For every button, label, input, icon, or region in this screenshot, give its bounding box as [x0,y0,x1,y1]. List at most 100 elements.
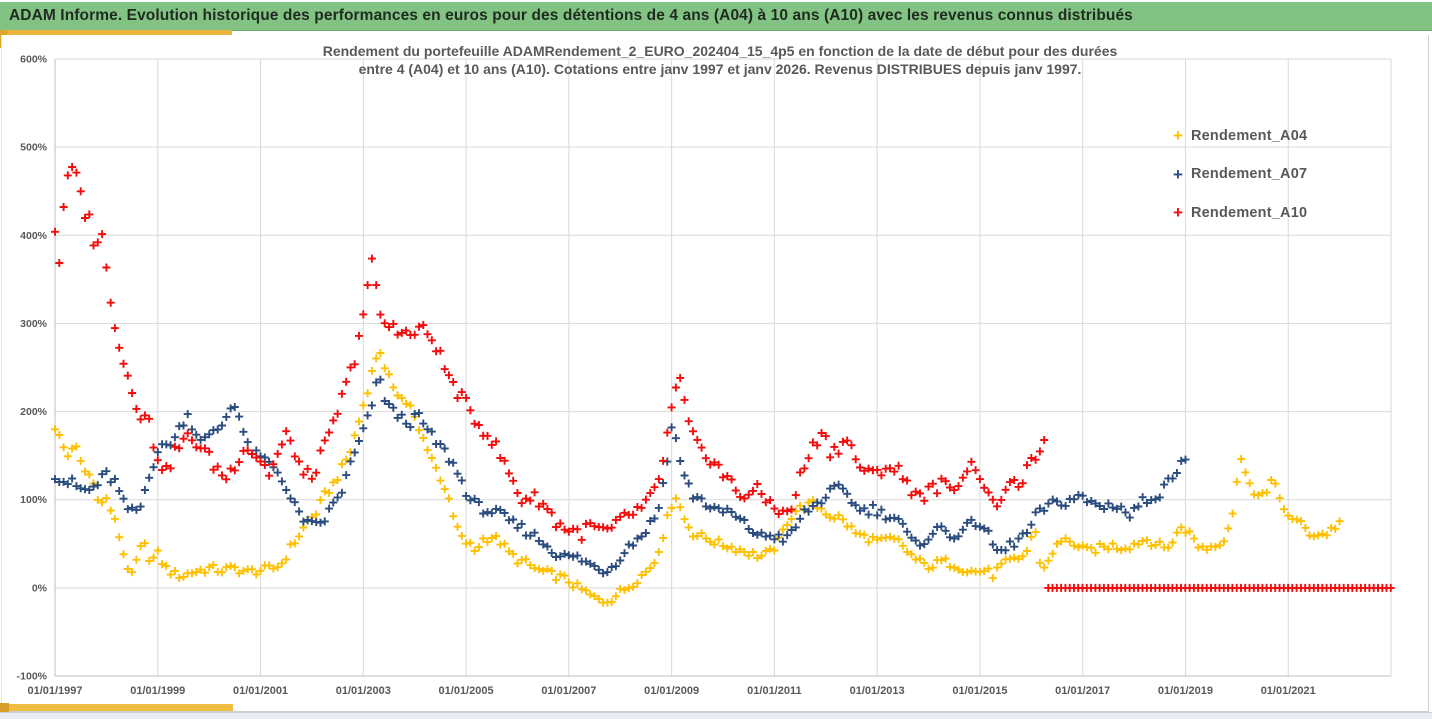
data-point-rendement_a10 [731,486,740,495]
y-tick-label: 100% [20,494,48,506]
data-point-rendement_a10 [188,436,196,445]
data-point-rendement_a07 [136,502,145,511]
data-point-rendement_a07 [911,536,920,545]
data-point-rendement_a10 [723,472,732,481]
data-point-rendement_a04 [500,539,509,548]
data-point-rendement_a10 [115,343,124,352]
data-point-rendement_a10 [51,227,59,236]
data-point-rendement_a07 [200,433,209,442]
x-tick-label: 01/01/2007 [541,685,596,697]
data-point-rendement_a10 [646,489,655,498]
data-point-rendement_a10 [607,523,616,532]
data-point-rendement_a04 [1172,528,1181,537]
data-point-rendement_a04 [791,507,800,516]
data-point-rendement_a04 [761,546,770,555]
data-point-rendement_a10 [834,449,843,458]
data-point-rendement_a04 [222,563,231,572]
data-point-rendement_a04 [522,555,530,564]
data-point-rendement_a04 [397,394,406,403]
bottom-window-band [0,712,1432,719]
data-point-rendement_a10 [556,519,565,528]
data-point-rendement_a04 [1309,532,1318,541]
data-point-rendement_a10 [975,475,984,484]
data-point-rendement_a07 [295,507,304,516]
data-point-rendement_a04 [1035,558,1044,567]
data-point-rendement_a10 [560,525,569,534]
data-point-rendement_a04 [93,495,102,504]
legend-item-a07[interactable]: + Rendement_A07 [1165,165,1307,184]
data-point-rendement_a10 [419,321,428,330]
data-point-rendement_a04 [757,551,766,560]
data-point-rendement_a04 [1010,553,1019,562]
data-point-rendement_a04 [573,579,582,588]
data-point-rendement_a07 [714,504,723,513]
data-point-rendement_a07 [787,525,796,534]
data-point-rendement_a10 [179,434,188,443]
data-point-rendement_a07 [826,484,835,493]
data-point-rendement_a10 [200,444,209,453]
data-point-rendement_a04 [633,579,642,588]
y-tick-label: 0% [32,582,48,594]
data-point-rendement_a07 [479,509,488,518]
data-point-rendement_a07 [950,534,959,543]
data-point-rendement_a10 [256,457,265,466]
data-point-rendement_a07 [316,518,325,527]
data-point-rendement_a07 [1177,456,1186,465]
data-point-rendement_a07 [710,502,719,511]
legend-item-a10[interactable]: + Rendement_A10 [1165,203,1307,222]
data-point-rendement_a04 [988,574,997,583]
data-point-rendement_a10 [941,477,950,486]
data-point-rendement_a04 [1327,523,1336,532]
data-point-rendement_a07 [303,515,312,524]
legend-item-a04[interactable]: + Rendement_A04 [1165,126,1307,145]
data-point-rendement_a04 [444,494,453,503]
data-point-rendement_a04 [1027,532,1036,541]
data-point-rendement_a04 [1241,468,1250,477]
data-point-rendement_a07 [453,469,462,478]
data-point-rendement_a07 [213,425,222,434]
data-point-rendement_a10 [72,168,81,177]
data-point-rendement_a04 [637,571,646,580]
data-point-rendement_a04 [1318,529,1327,538]
data-point-rendement_a10 [359,310,368,319]
data-point-rendement_a04 [295,532,304,541]
data-point-rendement_a07 [624,540,633,549]
data-point-rendement_a07 [59,477,68,486]
data-point-rendement_a04 [770,546,779,555]
data-point-rendement_a10 [830,442,839,451]
data-point-rendement_a07 [1014,534,1023,543]
data-point-rendement_a04 [269,564,278,573]
data-point-rendement_a04 [569,583,578,592]
data-point-rendement_a04 [466,538,475,547]
data-point-rendement_a07 [1005,537,1014,546]
data-point-rendement_a07 [1031,508,1040,517]
data-point-rendement_a07 [1142,498,1151,507]
data-point-rendement_a10 [710,458,719,467]
chart-legend: + Rendement_A04 + Rendement_A07 + Rendem… [1165,126,1307,242]
y-tick-label: 300% [20,318,48,330]
data-point-rendement_a04 [873,535,882,544]
legend-label-a04: Rendement_A04 [1191,127,1308,144]
data-point-rendement_a10 [586,519,595,528]
data-point-rendement_a07 [761,532,770,541]
data-point-rendement_a07 [539,540,548,549]
data-point-rendement_a07 [530,528,539,537]
data-point-rendement_a10 [680,395,689,404]
data-point-rendement_a04 [963,568,972,577]
data-point-rendement_a10 [697,443,706,452]
data-point-rendement_a04 [736,545,745,554]
data-point-rendement_a10 [299,470,308,479]
data-point-rendement_a04 [1061,534,1070,543]
data-point-rendement_a10 [808,438,817,447]
data-point-rendement_a10 [950,486,959,495]
y-tick-label: 400% [20,230,48,242]
data-point-rendement_a04 [894,535,903,544]
data-point-rendement_a07 [573,551,582,560]
data-point-rendement_a10 [749,486,757,495]
data-point-rendement_a04 [847,522,856,531]
data-point-rendement_a04 [1301,523,1310,532]
data-point-rendement_a10 [937,474,946,483]
data-point-rendement_a07 [166,441,175,450]
data-point-rendement_a04 [1134,540,1143,549]
data-point-rendement_a10 [380,319,389,328]
